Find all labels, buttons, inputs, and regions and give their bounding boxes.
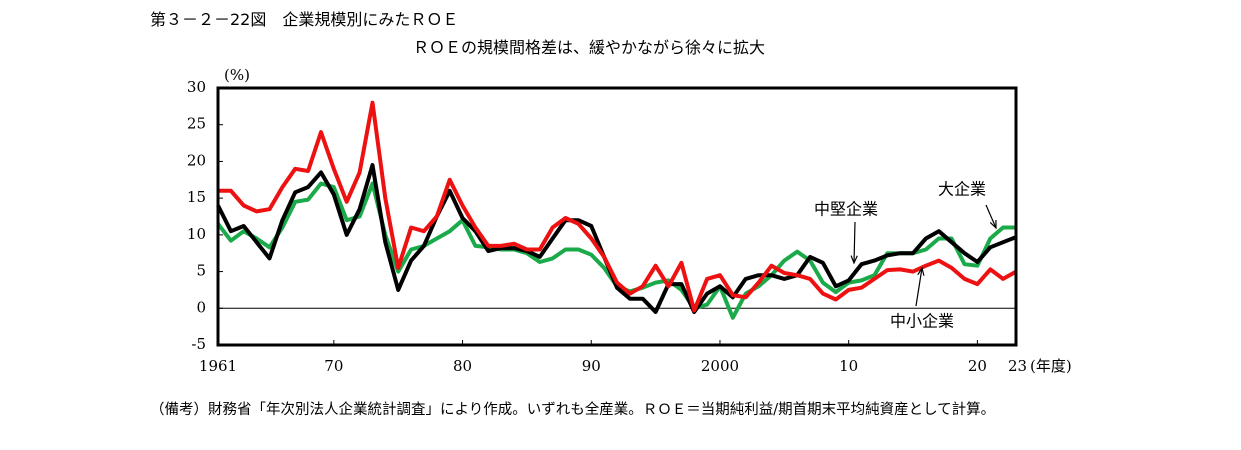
- chart-subtitle: ＲＯＥの規模間格差は、緩やかながら徐々に拡大: [413, 38, 766, 57]
- y-tick-label: 30: [187, 78, 206, 96]
- x-tick-label: 70: [324, 357, 343, 375]
- x-tick-label: 80: [453, 357, 472, 375]
- series-line: [218, 100, 1017, 313]
- x-tick-label: 90: [582, 357, 601, 375]
- chart: (%) (年度) -5 0 5 10 15 20 25 30 1961 70 80 90 2000 10 2…: [187, 66, 1072, 375]
- arrow-head: [850, 255, 858, 265]
- label-arrow: [985, 204, 997, 229]
- label-arrow: [915, 267, 923, 307]
- arrow-head: [989, 219, 997, 230]
- series-label: 中堅企業: [814, 200, 878, 219]
- series-label: 中小企業: [890, 312, 954, 331]
- arrow-head: [917, 266, 925, 276]
- chart-title: 第３－２－22図 企業規模別にみたＲＯＥ: [150, 10, 459, 29]
- note: （備考）財務省「年次別法人企業統計調査」により作成。いずれも全産業。ＲＯＥ＝当期…: [150, 402, 996, 418]
- plot-frame: [216, 86, 1018, 347]
- y-tick-label: 5: [196, 262, 206, 280]
- y-tick-label: 20: [187, 151, 206, 169]
- x-axis-label: (年度): [1030, 357, 1072, 375]
- y-axis-label: (%): [224, 66, 250, 84]
- y-tick-label: 15: [187, 188, 206, 206]
- x-tick-label: 23: [1008, 357, 1027, 375]
- y-tick-label: 25: [187, 115, 206, 133]
- label-arrow: [853, 221, 856, 264]
- y-tick-label: 0: [196, 298, 206, 316]
- x-tick-label: 2000: [701, 357, 739, 375]
- y-tick-label: -5: [191, 335, 206, 353]
- x-tick-label: 10: [839, 357, 858, 375]
- series-line: [216, 163, 1017, 314]
- y-tick-label: 10: [187, 225, 206, 243]
- x-tick-label: 1961: [199, 357, 237, 375]
- x-tick-label: 20: [968, 357, 987, 375]
- series-label: 大企業: [938, 180, 986, 199]
